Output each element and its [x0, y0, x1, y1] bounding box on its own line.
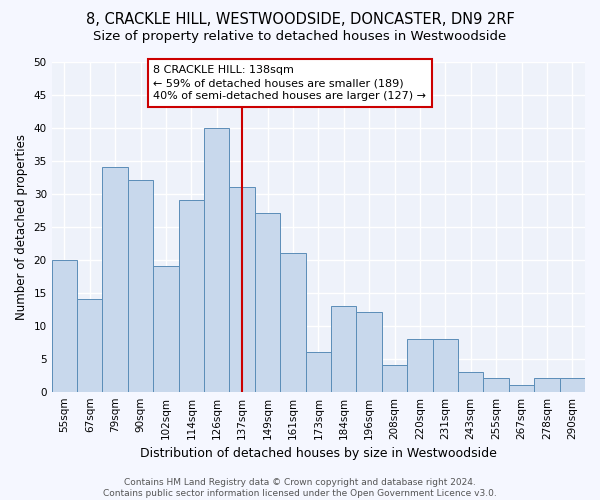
Bar: [77, 299, 103, 392]
Bar: [305, 352, 331, 392]
Bar: [255, 214, 280, 392]
Bar: [407, 339, 433, 392]
Bar: [509, 385, 534, 392]
Bar: [356, 312, 382, 392]
Text: Contains HM Land Registry data © Crown copyright and database right 2024.
Contai: Contains HM Land Registry data © Crown c…: [103, 478, 497, 498]
Bar: [229, 187, 255, 392]
Y-axis label: Number of detached properties: Number of detached properties: [15, 134, 28, 320]
Text: 8 CRACKLE HILL: 138sqm
← 59% of detached houses are smaller (189)
40% of semi-de: 8 CRACKLE HILL: 138sqm ← 59% of detached…: [153, 65, 426, 101]
Bar: [484, 378, 509, 392]
Text: 8, CRACKLE HILL, WESTWOODSIDE, DONCASTER, DN9 2RF: 8, CRACKLE HILL, WESTWOODSIDE, DONCASTER…: [86, 12, 514, 28]
Bar: [534, 378, 560, 392]
Bar: [560, 378, 585, 392]
Bar: [128, 180, 153, 392]
Text: Size of property relative to detached houses in Westwoodside: Size of property relative to detached ho…: [94, 30, 506, 43]
Bar: [153, 266, 179, 392]
X-axis label: Distribution of detached houses by size in Westwoodside: Distribution of detached houses by size …: [140, 447, 497, 460]
Bar: [382, 366, 407, 392]
Bar: [179, 200, 204, 392]
Bar: [103, 167, 128, 392]
Bar: [204, 128, 229, 392]
Bar: [280, 253, 305, 392]
Bar: [458, 372, 484, 392]
Bar: [52, 260, 77, 392]
Bar: [433, 339, 458, 392]
Bar: [331, 306, 356, 392]
